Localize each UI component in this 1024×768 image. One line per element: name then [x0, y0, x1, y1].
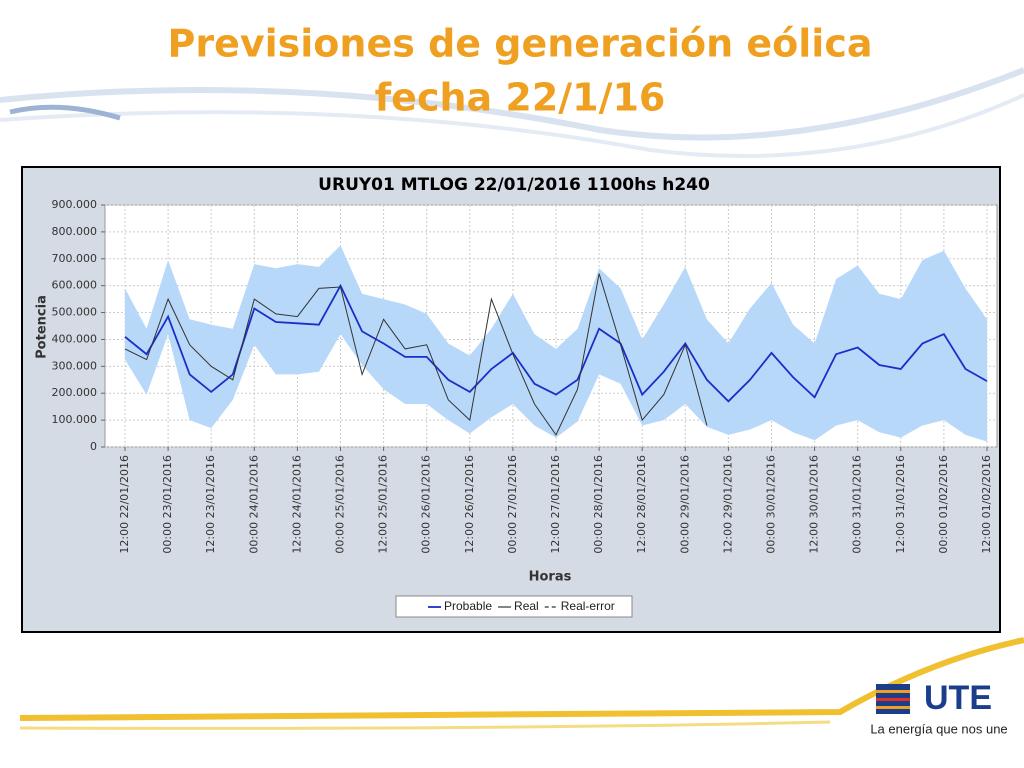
- x-tick-label: 12:00 23/01/2016: [204, 455, 217, 554]
- y-tick-label: 0: [90, 440, 97, 453]
- x-tick-label: 12:00 26/01/2016: [463, 455, 476, 554]
- x-tick-label: 12:00 27/01/2016: [549, 455, 562, 554]
- decor-swoosh: [0, 67, 1024, 730]
- series-line: [124, 283, 988, 403]
- legend-box: [395, 595, 633, 618]
- x-tick-label: 12:00 28/01/2016: [635, 455, 648, 554]
- slide-title: Previsiones de generación eólica: [167, 22, 872, 66]
- x-tick-label: 12:00 24/01/2016: [290, 455, 303, 554]
- x-tick-label: 00:00 25/01/2016: [334, 455, 347, 554]
- legend-label: Real: [514, 599, 539, 613]
- slogan: La energía que nos une: [870, 721, 1007, 736]
- y-tick-label: 300.000: [52, 359, 98, 372]
- y-tick-label: 100.000: [52, 413, 98, 426]
- x-tick-label: 00:00 26/01/2016: [420, 455, 433, 554]
- x-tick-label: 00:00 31/01/2016: [851, 455, 864, 554]
- slide-title: fecha 22/1/16: [375, 76, 666, 120]
- series-line: [124, 273, 708, 436]
- y-tick-label: 400.000: [52, 332, 98, 345]
- x-tick-label: 00:00 30/01/2016: [765, 455, 778, 554]
- x-tick-label: 00:00 24/01/2016: [247, 455, 260, 554]
- x-tick-label: 00:00 23/01/2016: [161, 455, 174, 554]
- x-tick-label: 12:00 25/01/2016: [377, 455, 390, 554]
- y-tick-label: 500.000: [52, 306, 98, 319]
- x-tick-label: 00:00 29/01/2016: [678, 455, 691, 554]
- chart: 0 100.000 200.000 300.000 400.000 500.000 600.…: [52, 198, 997, 613]
- legend-label: Real-error: [561, 599, 615, 613]
- y-tick-label: 800.000: [52, 225, 98, 238]
- x-tick-label: 12:00 30/01/2016: [808, 455, 821, 554]
- y-tick-label: 600.000: [52, 279, 98, 292]
- x-tick-label: 00:00 01/02/2016: [937, 455, 950, 554]
- y-tick-label: 900.000: [52, 198, 98, 211]
- x-tick-label: 12:00 22/01/2016: [118, 455, 131, 554]
- x-tick-label: 12:00 29/01/2016: [721, 455, 734, 554]
- x-tick-label: 00:00 28/01/2016: [592, 455, 605, 554]
- band: [125, 245, 987, 442]
- legend-label: Probable: [444, 599, 492, 613]
- chart-title: URUY01 MTLOG 22/01/2016 1100hs h240: [318, 175, 710, 195]
- y-axis-label: Potencia: [35, 295, 50, 359]
- x-tick-label: 12:00 31/01/2016: [894, 455, 907, 554]
- logo-text: UTE: [924, 679, 992, 717]
- y-tick-label: 200.000: [52, 386, 98, 399]
- y-tick-label: 700.000: [52, 252, 98, 265]
- logo: UTE La energía que nos une: [870, 679, 1007, 736]
- x-axis-label: Horas: [529, 570, 572, 585]
- x-tick-label: 00:00 27/01/2016: [506, 455, 519, 554]
- x-tick-label: 12:00 01/02/2016: [980, 455, 993, 554]
